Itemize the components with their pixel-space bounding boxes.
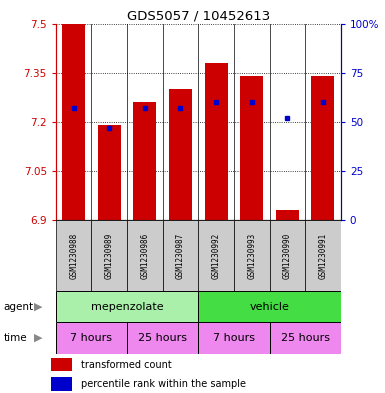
Text: ▶: ▶	[34, 333, 43, 343]
Bar	[198, 322, 270, 354]
Text: ▶: ▶	[34, 301, 43, 312]
Bar	[51, 377, 72, 391]
Text: 7 hours: 7 hours	[70, 333, 112, 343]
Text: GSM1230989: GSM1230989	[105, 232, 114, 279]
Bar	[311, 76, 335, 220]
Text: percentile rank within the sample: percentile rank within the sample	[81, 379, 246, 389]
Text: GSM1230992: GSM1230992	[212, 232, 221, 279]
Bar	[169, 89, 192, 220]
Text: GSM1230987: GSM1230987	[176, 232, 185, 279]
Bar	[270, 220, 305, 291]
Text: agent: agent	[4, 301, 34, 312]
Bar	[240, 76, 263, 220]
Bar	[133, 102, 156, 220]
Bar	[276, 210, 299, 220]
Text: GSM1230986: GSM1230986	[141, 232, 149, 279]
Bar	[198, 291, 341, 322]
Title: GDS5057 / 10452613: GDS5057 / 10452613	[127, 9, 270, 22]
Bar	[305, 220, 341, 291]
Bar	[163, 220, 198, 291]
Text: GSM1230988: GSM1230988	[69, 232, 78, 279]
Text: 7 hours: 7 hours	[213, 333, 255, 343]
Text: transformed count: transformed count	[81, 360, 172, 370]
Text: GSM1230993: GSM1230993	[247, 232, 256, 279]
Text: time: time	[4, 333, 27, 343]
Text: 25 hours: 25 hours	[281, 333, 330, 343]
Bar	[56, 322, 127, 354]
Bar	[204, 63, 228, 220]
Bar	[127, 220, 162, 291]
Bar	[198, 220, 234, 291]
Bar	[56, 291, 198, 322]
Text: GSM1230991: GSM1230991	[318, 232, 327, 279]
Text: mepenzolate: mepenzolate	[91, 301, 163, 312]
Bar	[98, 125, 121, 220]
Bar	[127, 322, 198, 354]
Bar	[51, 358, 72, 371]
Text: vehicle: vehicle	[249, 301, 290, 312]
Bar	[56, 220, 92, 291]
Bar	[92, 220, 127, 291]
Text: 25 hours: 25 hours	[138, 333, 187, 343]
Bar	[62, 24, 85, 220]
Bar	[234, 220, 270, 291]
Bar	[270, 322, 341, 354]
Text: GSM1230990: GSM1230990	[283, 232, 292, 279]
